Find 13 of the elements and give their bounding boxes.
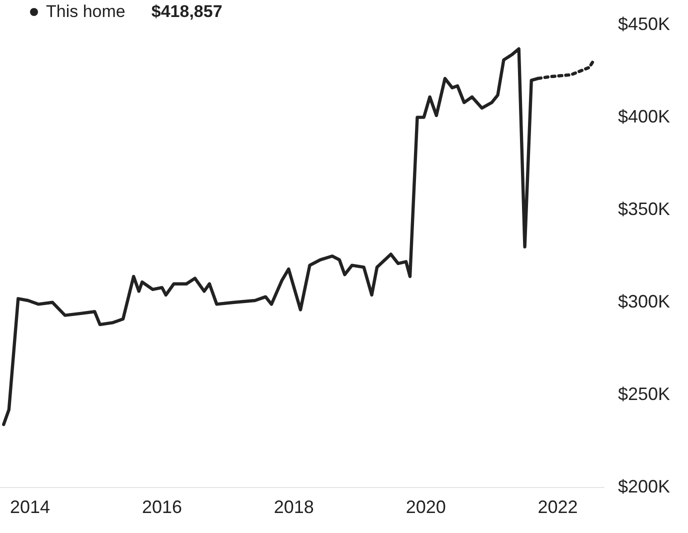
legend-label: This home [46,2,126,22]
text: $418,857 [151,2,222,22]
y-tick-label: $250K [618,384,670,404]
y-tick-label: $200K [618,476,670,496]
y-tick-label: $400K [618,106,670,126]
x-tick-label: 2016 [142,497,182,518]
x-tick-label: 2022 [538,497,578,518]
y-tick-label: $300K [618,291,670,312]
y-tick-label: $450K [618,14,670,34]
x-tick-label: 2014 [10,497,50,518]
x-tick-label: 2018 [274,497,314,518]
x-tick-label: 2020 [406,497,446,518]
y-tick-label: $350K [618,198,670,219]
